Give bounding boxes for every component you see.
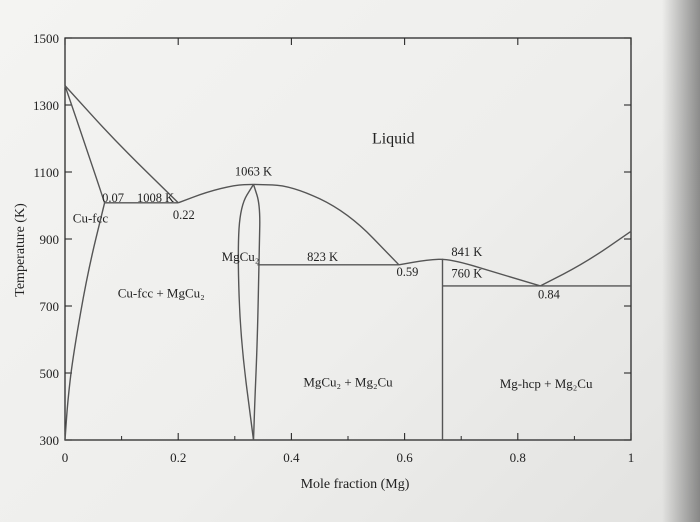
annotation-5: Cu-fcc [73, 210, 109, 225]
annotation-2: 0.07 [102, 191, 124, 205]
annotation-1: 1063 K [235, 164, 272, 178]
annotation-12: Cu-fcc + MgCu₂ [118, 286, 205, 301]
axis-ticks [64, 37, 632, 441]
annotation-11: 0.84 [538, 288, 561, 302]
y-tick-label-2: 700 [40, 299, 60, 314]
annotation-0: Liquid [372, 131, 415, 148]
annotation-8: 841 K [451, 245, 482, 259]
annotation-10: 760 K [451, 267, 482, 281]
y-tick-label-3: 900 [40, 232, 60, 247]
annotations: Liquid 1063 K 0.07 1008 K 0.22 Cu-fcc MgCu₂ 823… [73, 131, 593, 392]
y-tick-label-4: 1100 [33, 165, 59, 180]
annotation-3: 1008 K [137, 191, 174, 205]
annotation-14: Mg-hcp + Mg₂Cu [500, 376, 593, 391]
y-tick-label-0: 300 [40, 433, 60, 448]
phase-boundaries [64, 85, 632, 441]
phase-boundary-6 [64, 202, 106, 441]
x-tick-label-1: 0.2 [170, 450, 186, 465]
y-tick-label-1: 500 [40, 366, 60, 381]
y-tick-label-5: 1300 [33, 98, 59, 113]
annotation-13: MgCu₂ + Mg₂Cu [303, 374, 393, 389]
phase-boundary-3 [398, 258, 541, 287]
x-tick-label-3: 0.6 [396, 450, 413, 465]
phase-boundary-1 [177, 183, 254, 204]
phase-boundary-4 [540, 230, 632, 287]
annotation-9: 0.59 [396, 265, 418, 279]
phase-boundary-0 [64, 85, 179, 204]
x-tick-label-0: 0 [62, 450, 69, 465]
phase-boundary-9 [252, 184, 261, 441]
y-tick-label-6: 1500 [33, 31, 59, 46]
photo-shadow [662, 0, 700, 522]
x-tick-label-2: 0.4 [283, 450, 300, 465]
annotation-6: MgCu₂ [222, 249, 260, 264]
phase-boundary-2 [253, 183, 400, 266]
x-tick-label-4: 0.8 [510, 450, 526, 465]
phase-boundary-5 [64, 85, 106, 204]
phase-boundary-8 [237, 184, 255, 441]
x-axis-label: Mole fraction (Mg) [301, 477, 410, 492]
annotation-7: 823 K [307, 250, 338, 264]
y-axis-label: Temperature (K) [13, 203, 28, 297]
annotation-4: 0.22 [173, 208, 195, 222]
x-tick-label-5: 1 [628, 450, 635, 465]
